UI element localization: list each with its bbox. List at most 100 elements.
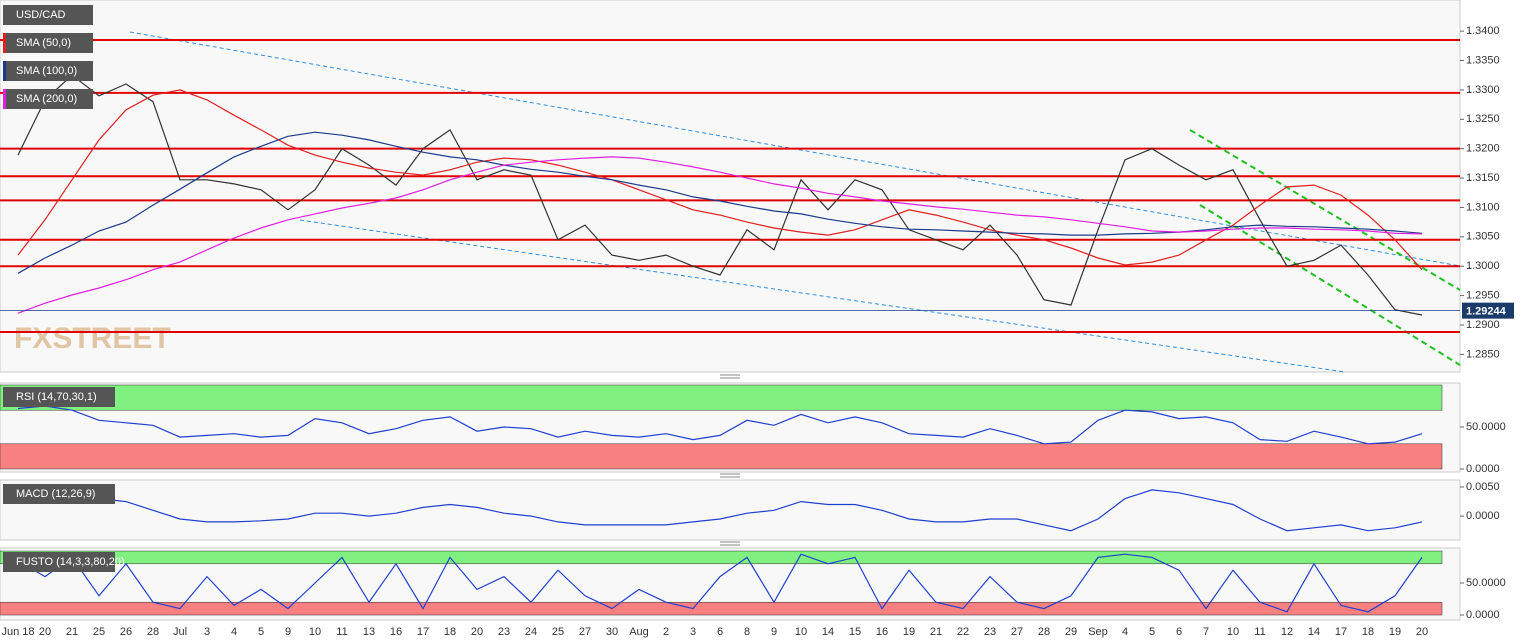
indicator-title-box (3, 387, 115, 407)
x-tick-label: 11 (336, 626, 347, 638)
zone (0, 550, 1443, 565)
x-tick-label: 17 (1335, 626, 1347, 638)
x-tick-label: 18 (444, 626, 456, 638)
series-line (17, 489, 1423, 532)
x-tick-label: 25 (552, 626, 564, 638)
main-panel (0, 0, 1461, 373)
x-tick-label: 14 (1308, 626, 1320, 638)
x-tick-label: 2 (663, 626, 669, 638)
x-tick-label: 27 (1011, 626, 1023, 638)
x-tick-label: 5 (258, 626, 264, 638)
x-tick-label: 16 (876, 626, 888, 638)
x-tick-label: 18 (1362, 626, 1374, 638)
y-tick-label: 50.0000 (1466, 577, 1506, 589)
x-tick-label: 17 (417, 626, 429, 638)
indicator-title: RSI (14,70,30,1) (16, 391, 97, 403)
zone (0, 601, 1443, 616)
x-tick-label: 11 (1254, 626, 1265, 638)
x-tick-label: 19 (903, 626, 915, 638)
legend-swatch (3, 89, 6, 109)
x-tick-label: 28 (1038, 626, 1050, 638)
legend-label: SMA (200,0) (16, 93, 77, 105)
x-tick-label: 6 (717, 626, 723, 638)
y-tick-label: 1.2900 (1466, 319, 1500, 331)
legend-label: SMA (50,0) (16, 37, 71, 49)
x-tick-label: 23 (498, 626, 510, 638)
y-tick-label: 1.3300 (1466, 84, 1500, 96)
x-tick-label: 3 (204, 626, 210, 638)
x-tick-label: 28 (147, 626, 159, 638)
x-tick-label: 19 (1389, 626, 1401, 638)
legend-box (3, 33, 93, 53)
y-tick-label: 1.3150 (1466, 172, 1500, 184)
x-tick-label: Sep (1088, 626, 1108, 638)
x-tick-label: 25 (93, 626, 105, 638)
y-tick-label: 1.3250 (1466, 113, 1500, 125)
x-tick-label: 20 (471, 626, 483, 638)
x-tick-label: 10 (1227, 626, 1239, 638)
x-tick-label: 15 (849, 626, 861, 638)
zone (0, 384, 1443, 411)
x-tick-label: 3 (690, 626, 696, 638)
y-tick-label: 0.0000 (1466, 463, 1500, 475)
y-tick-label: 1.2850 (1466, 348, 1500, 360)
legend-box (3, 89, 93, 109)
y-tick-label: 1.3400 (1466, 25, 1500, 37)
x-tick-label: 21 (930, 626, 942, 638)
x-tick-label: 6 (1176, 626, 1182, 638)
x-tick-label: 26 (120, 626, 132, 638)
x-tick-label: 21 (66, 626, 78, 638)
y-tick-label: 0.0050 (1466, 481, 1500, 493)
y-tick-label: 50.0000 (1466, 421, 1506, 433)
indicator-title-box (3, 484, 115, 504)
x-tick-label: 29 (1065, 626, 1077, 638)
macd-panel (0, 479, 1461, 541)
legend-swatch (3, 61, 6, 81)
zone (0, 443, 1443, 470)
y-tick-label: 1.2950 (1466, 290, 1500, 302)
x-tick-label: 20 (1416, 626, 1428, 638)
x-tick-label: 8 (744, 626, 750, 638)
y-tick-label: 1.3000 (1466, 260, 1500, 272)
panel-handles (720, 374, 740, 546)
x-tick-label: 22 (957, 626, 969, 638)
legend-swatch (3, 33, 6, 53)
indicator-title-box (3, 552, 115, 572)
y-tick-label: 1.3200 (1466, 143, 1500, 155)
y-tick-label: 1.3350 (1466, 54, 1500, 66)
x-tick-label: 5 (1149, 626, 1155, 638)
x-tick-label: 9 (285, 626, 291, 638)
indicator-title: FUSTO (14,3,3,80,20) (16, 556, 125, 568)
x-tick-label: 9 (771, 626, 777, 638)
x-tick-label: Jun 18 (1, 626, 34, 638)
x-tick-label: 7 (1203, 626, 1209, 638)
x-tick-label: 24 (525, 626, 537, 638)
x-tick-label: 4 (231, 626, 237, 638)
x-tick-label: 10 (795, 626, 807, 638)
last-price-box (1462, 302, 1514, 319)
x-tick-label: 27 (579, 626, 591, 638)
x-tick-label: 14 (822, 626, 834, 638)
x-tick-label: 16 (390, 626, 402, 638)
series-line (17, 74, 1423, 316)
x-tick-label: 23 (984, 626, 996, 638)
legend-label: USD/CAD (16, 9, 66, 21)
watermark: FXSTREET (14, 322, 171, 355)
y-tick-label: 1.3050 (1466, 231, 1500, 243)
x-tick-label: Aug (629, 626, 649, 638)
series-line (17, 405, 1423, 445)
legend-box (3, 61, 93, 81)
x-tick-label: 13 (363, 626, 375, 638)
x-tick-label: 12 (1281, 626, 1293, 638)
x-tick-label: Jul (173, 626, 187, 638)
x-tick-label: 20 (39, 626, 51, 638)
x-tick-label: 10 (309, 626, 321, 638)
y-tick-label: 0.0000 (1466, 510, 1500, 522)
series-line (17, 553, 1423, 613)
legend-label: SMA (100,0) (16, 65, 77, 77)
y-tick-label: 1.3100 (1466, 201, 1500, 213)
legend-box (3, 5, 93, 25)
series-line (17, 89, 1423, 271)
